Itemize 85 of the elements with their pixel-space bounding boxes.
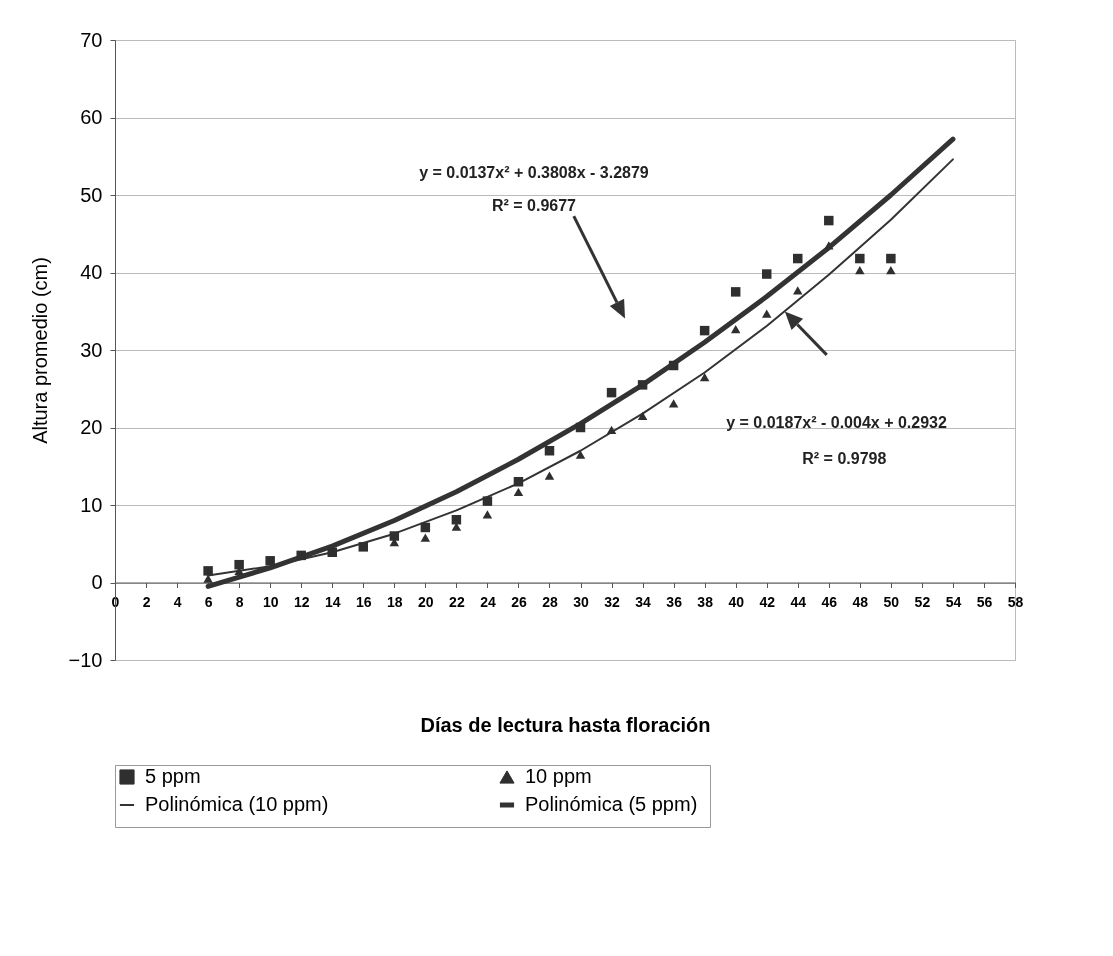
x-tick-label: 18	[387, 594, 403, 610]
point	[824, 215, 834, 226]
y-tick-label: 70	[80, 28, 103, 51]
annotation: y = 0.0187x² - 0.004x + 0.2932	[726, 413, 947, 431]
point	[793, 253, 803, 264]
point	[420, 522, 431, 533]
point	[575, 450, 586, 459]
point	[730, 287, 741, 297]
point	[203, 566, 213, 576]
x-tick-label: 26	[511, 594, 527, 610]
point	[513, 477, 524, 487]
x-tick-label: 46	[821, 594, 838, 610]
point	[730, 324, 741, 334]
x-tick-label: 14	[324, 594, 341, 610]
point	[420, 533, 431, 542]
legend-label: Polinómica (5 ppm)	[525, 793, 698, 815]
point	[668, 399, 679, 408]
x-tick-label: 52	[914, 594, 931, 610]
x-tick-label: 2	[142, 594, 151, 610]
y-tick-label: −10	[68, 648, 103, 671]
point	[637, 411, 648, 420]
point	[699, 325, 710, 336]
y-tick-label: 0	[91, 571, 103, 593]
point	[203, 574, 213, 583]
y-tick-label: 10	[80, 493, 103, 516]
point	[296, 550, 306, 561]
x-tick-label: 30	[573, 594, 590, 610]
x-tick-label: 6	[204, 594, 213, 610]
x-tick-label: 28	[542, 594, 558, 610]
point	[761, 309, 772, 318]
point	[855, 266, 865, 275]
point	[761, 269, 772, 279]
annotation: R² = 0.9677	[491, 196, 577, 214]
legend-label: Polinómica (10 ppm)	[145, 793, 329, 815]
x-tick-label: 58	[1007, 594, 1024, 610]
x-tick-label: 50	[883, 594, 900, 610]
x-tick-label: 40	[728, 594, 745, 610]
x-tick-label: 34	[635, 594, 652, 610]
point	[606, 425, 617, 434]
x-tick-label: 48	[852, 594, 869, 610]
point	[234, 559, 244, 570]
point	[637, 380, 648, 390]
point	[886, 253, 896, 264]
point	[606, 387, 617, 398]
point	[544, 446, 555, 456]
legend-label: 5 ppm	[145, 765, 201, 787]
point	[327, 547, 337, 558]
y-axis-title: Altura promedio (cm)	[28, 257, 51, 444]
point	[855, 253, 865, 264]
point	[482, 496, 493, 506]
point	[513, 487, 524, 496]
point	[544, 471, 555, 480]
x-tick-label: 54	[945, 594, 962, 610]
x-tick-label: 24	[480, 594, 496, 610]
x-tick-label: 12	[293, 594, 310, 610]
x-tick-label: 36	[666, 594, 683, 610]
x-tick-label: 22	[449, 594, 465, 610]
point	[699, 373, 710, 382]
point	[358, 542, 369, 552]
point	[265, 556, 275, 566]
annotation: R² = 0.9798	[802, 450, 887, 468]
x-tick-label: 32	[604, 594, 621, 610]
x-axis-title: Días de lectura hasta floración	[420, 713, 711, 736]
point	[575, 422, 586, 433]
y-tick-label: 40	[80, 261, 103, 283]
point	[886, 266, 896, 275]
y-tick-label: 60	[80, 106, 103, 128]
point	[482, 510, 493, 519]
x-tick-label: 20	[418, 594, 434, 610]
annotation: y = 0.0137x² + 0.3808x - 3.2879	[419, 164, 649, 182]
point	[389, 531, 400, 541]
point	[451, 514, 462, 525]
point	[668, 360, 679, 371]
x-tick-label: 8	[235, 594, 244, 610]
x-tick-label: 56	[976, 594, 993, 610]
x-tick-label: 44	[790, 594, 807, 610]
y-tick-label: 20	[80, 416, 103, 438]
y-tick-label: 30	[80, 338, 103, 361]
x-tick-label: 38	[697, 594, 714, 610]
x-tick-label: 4	[173, 594, 182, 610]
x-tick-label: 10	[262, 594, 279, 610]
y-tick-label: 50	[80, 183, 103, 206]
x-tick-label: 42	[759, 594, 776, 610]
x-tick-label: 16	[355, 594, 372, 610]
legend-label: 10 ppm	[525, 765, 592, 787]
